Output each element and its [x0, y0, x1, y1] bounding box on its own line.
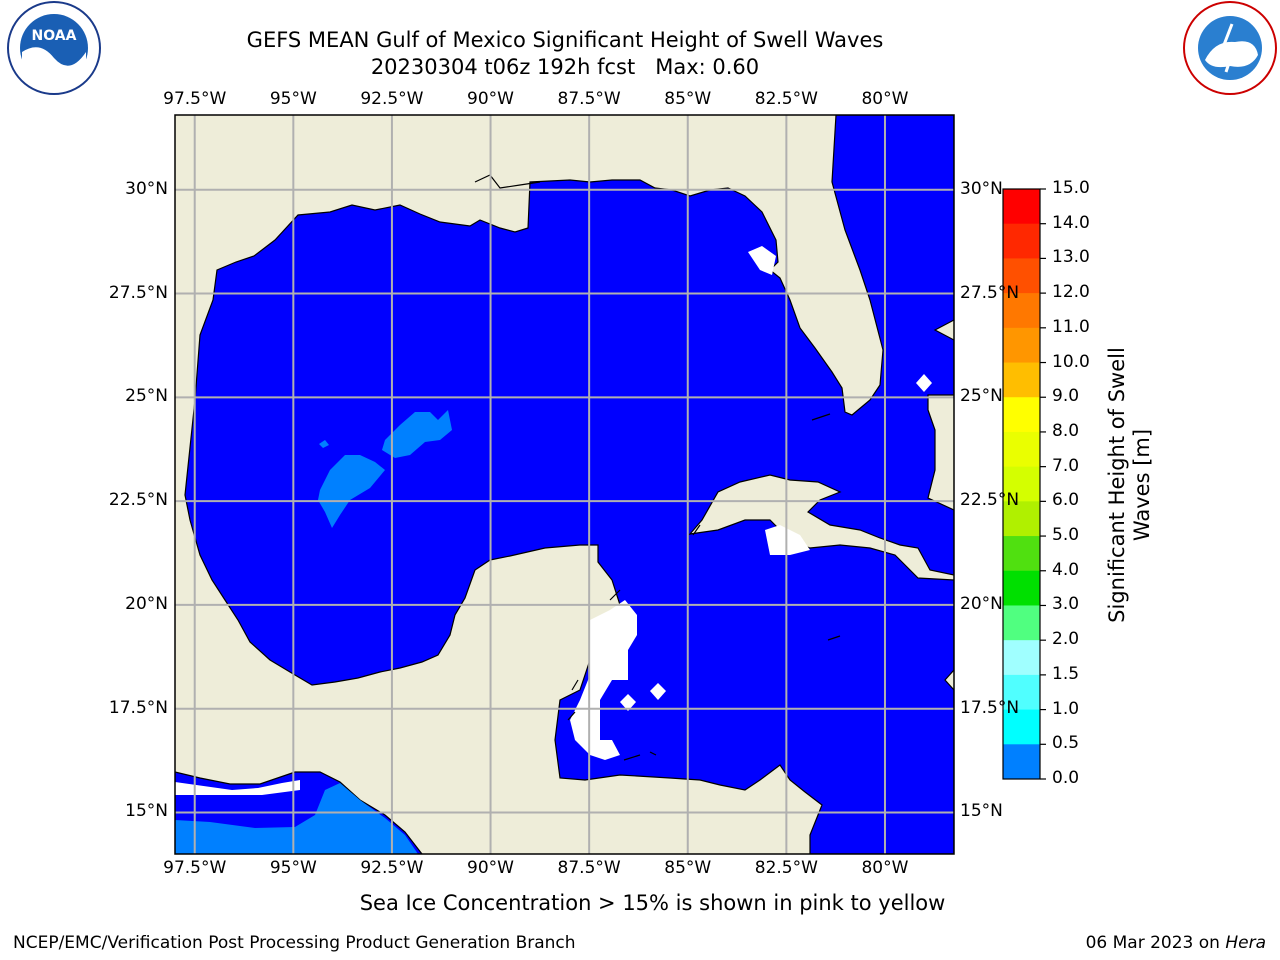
nodata-patch	[916, 374, 932, 392]
lat-tick-label-right: 17.5°N	[960, 697, 1020, 718]
colorbar-label-line1: Significant Height of Swell	[1105, 347, 1129, 623]
lon-tick-label-bottom: 82.5°W	[754, 858, 818, 878]
colorbar-tick-label: 6.0	[1052, 490, 1080, 511]
colorbar-tick-label: 3.0	[1052, 594, 1080, 615]
map-frame	[174, 114, 955, 855]
map-title-line1: GEFS MEAN Gulf of Mexico Significant Hei…	[246, 28, 884, 52]
colorbar-swatch	[1003, 293, 1040, 329]
nodata-patch	[620, 694, 636, 711]
lat-tick-label-left: 30°N	[125, 178, 168, 199]
lat-tick-label-left: 25°N	[125, 386, 168, 407]
colorbar-tick-label: 14.0	[1052, 212, 1090, 233]
gulf-swell-field	[184, 115, 954, 854]
colorbar	[1003, 189, 1040, 780]
colorbar-tick-label: 13.0	[1052, 247, 1090, 268]
swell-patch-05	[382, 410, 452, 458]
lat-tick-label-left: 15°N	[125, 801, 168, 822]
colorbar-tick-label: 5.0	[1052, 525, 1080, 546]
graticule	[175, 115, 954, 854]
colorbar-swatch	[1003, 431, 1040, 468]
lat-tick-label-right: 25°N	[960, 386, 1003, 407]
nodata-patch	[650, 683, 666, 700]
sea-ice-note: Sea Ice Concentration > 15% is shown in …	[359, 891, 946, 915]
colorbar-tick-label: 0.0	[1052, 768, 1080, 788]
nodata-patch	[748, 246, 776, 275]
colorbar-swatch	[1003, 189, 1040, 225]
colorbar-frame	[1002, 188, 1041, 780]
footer-host: Hera	[1225, 933, 1266, 953]
lon-tick-label-bottom: 87.5°W	[557, 858, 621, 878]
colorbar-tick-label: 7.0	[1052, 455, 1080, 476]
lat-tick-label-right: 22.5°N	[960, 490, 1020, 511]
lon-tick-label-bottom: 97.5°W	[163, 858, 227, 878]
colorbar-swatch	[1003, 605, 1040, 641]
footer-date: 06 Mar 2023 on	[1085, 933, 1226, 953]
colorbar-swatch	[1003, 466, 1040, 502]
lon-tick-label-bottom: 95°W	[269, 858, 317, 878]
lat-tick-label-right: 30°N	[960, 178, 1003, 199]
colorbar-tick-label: 12.0	[1052, 282, 1090, 303]
colorbar-swatch	[1003, 362, 1040, 398]
noaa-logo-text: NOAA	[32, 28, 77, 44]
nodata-patch	[570, 600, 637, 760]
footer-right: 06 Mar 2023 on Hera	[1086, 933, 1266, 953]
lat-tick-label-right: 15°N	[960, 801, 1003, 822]
swell-patch-05	[318, 455, 385, 528]
lon-tick-label-top: 90°W	[467, 89, 514, 109]
colorbar-swatch	[1003, 501, 1040, 537]
nws-logo	[1183, 1, 1277, 95]
map-panel	[175, 115, 954, 854]
colorbar-tick-label: 1.5	[1052, 663, 1080, 684]
colorbar-swatch	[1003, 397, 1040, 433]
noaa-logo: NOAA	[7, 1, 101, 95]
colorbar-tick-marks	[1040, 188, 1046, 780]
footer-left: NCEP/EMC/Verification Post Processing Pr…	[13, 933, 576, 953]
colorbar-swatch	[1003, 744, 1040, 780]
lon-tick-label-top: 92.5°W	[360, 89, 424, 109]
nodata-patch	[175, 780, 300, 795]
map-title-line2: 20230304 t06z 192h fcst Max: 0.60	[370, 55, 760, 79]
colorbar-swatch	[1003, 536, 1040, 572]
coastline	[474, 174, 841, 761]
lon-tick-label-top: 95°W	[269, 89, 317, 109]
colorbar-swatch	[1003, 327, 1040, 364]
lon-tick-label-bottom: 85°W	[664, 858, 712, 878]
lon-tick-label-bottom: 92.5°W	[360, 858, 424, 878]
lat-tick-label-left: 17.5°N	[108, 697, 168, 718]
colorbar-swatch	[1003, 258, 1040, 294]
colorbar-swatch	[1003, 640, 1040, 676]
colorbar-tick-label: 15.0	[1052, 178, 1090, 198]
lon-tick-label-top: 97.5°W	[163, 89, 227, 109]
lon-tick-label-bottom: 80°W	[861, 858, 909, 878]
nodata-patch	[765, 525, 810, 555]
lon-tick-label-top: 85°W	[664, 89, 712, 109]
swell-patch-05	[319, 440, 329, 448]
colorbar-tick-label: 1.0	[1052, 698, 1080, 719]
lon-tick-label-top: 87.5°W	[557, 89, 621, 109]
colorbar-tick-label: 10.0	[1052, 351, 1090, 372]
colorbar-tick-label: 9.0	[1052, 386, 1080, 407]
lat-tick-label-right: 27.5°N	[960, 282, 1020, 303]
colorbar-tick-label: 0.5	[1052, 733, 1080, 754]
lat-tick-label-left: 22.5°N	[108, 490, 168, 511]
lat-tick-label-left: 20°N	[125, 593, 168, 614]
lat-tick-label-left: 27.5°N	[108, 282, 168, 303]
lon-tick-label-bottom: 90°W	[467, 858, 514, 878]
colorbar-tick-label: 11.0	[1052, 316, 1090, 337]
lon-tick-label-top: 80°W	[861, 89, 909, 109]
colorbar-swatch	[1003, 223, 1040, 259]
swell-patch-05	[175, 783, 418, 854]
colorbar-tick-label: 8.0	[1052, 420, 1080, 441]
colorbar-label-line2: Waves [m]	[1130, 428, 1154, 542]
lat-tick-label-right: 20°N	[960, 593, 1003, 614]
colorbar-label: Significant Height of Swell Waves [m]	[1105, 325, 1155, 645]
colorbar-swatch	[1003, 570, 1040, 606]
colorbar-tick-label: 2.0	[1052, 629, 1080, 650]
colorbar-swatch	[1003, 674, 1040, 711]
colorbar-tick-label: 4.0	[1052, 559, 1080, 580]
lon-tick-label-top: 82.5°W	[754, 89, 818, 109]
colorbar-swatch	[1003, 709, 1040, 745]
